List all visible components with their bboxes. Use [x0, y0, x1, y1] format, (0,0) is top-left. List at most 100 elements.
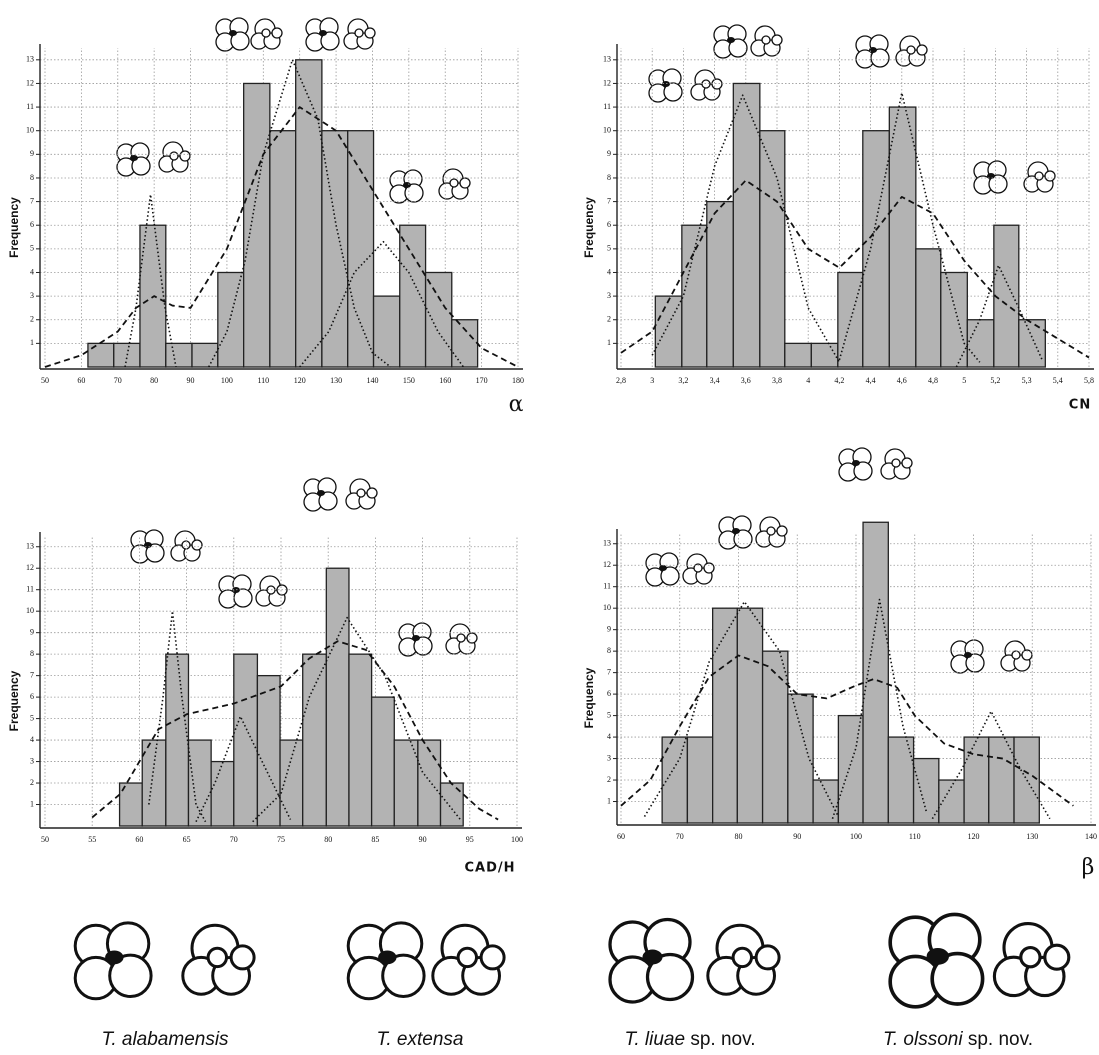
bar — [811, 343, 838, 367]
y-tick-label: 6 — [30, 220, 34, 229]
x-tick-label: 50 — [41, 835, 49, 844]
y-tick-label: 10 — [603, 603, 611, 612]
bar — [682, 225, 707, 367]
foram-icon — [756, 517, 787, 547]
foram-icon — [306, 18, 339, 51]
species-suffix: sp. nov. — [968, 1029, 1033, 1050]
x-tick-label: 60 — [617, 832, 625, 841]
y-tick-label: 8 — [30, 649, 34, 658]
x-tick-label: 4,6 — [897, 376, 907, 385]
x-axis-label: CN — [1069, 398, 1091, 413]
y-tick-label: 12 — [26, 563, 34, 572]
bar — [349, 654, 372, 826]
bar — [142, 740, 166, 826]
y-tick-label: 13 — [603, 55, 611, 64]
x-tick-label: 90 — [793, 832, 801, 841]
x-tick-label: 50 — [41, 376, 49, 385]
y-tick-label: 6 — [607, 689, 611, 698]
foram-icon — [117, 143, 150, 176]
y-tick-label: 11 — [603, 582, 611, 591]
y-tick-label: 11 — [26, 585, 34, 594]
y-tick-label: 2 — [30, 315, 34, 324]
foram-icon — [683, 554, 714, 584]
chart: 5060708090100110120130140150160170180123… — [7, 44, 524, 417]
page: {"chart_data":[ {"type":"histogram","yla… — [0, 0, 1099, 1055]
x-tick-label: 160 — [439, 376, 451, 385]
foram-icon — [646, 553, 679, 586]
bar — [303, 654, 327, 826]
y-tick-label: 9 — [30, 149, 34, 158]
y-tick-label: 9 — [30, 627, 34, 636]
figure: T. alabamensis T. extensa T. liuae sp. n… — [0, 0, 1099, 1055]
species-label: T. extensa — [377, 1029, 464, 1050]
foram-icon — [344, 19, 375, 49]
y-tick-label: 10 — [603, 126, 611, 135]
x-tick-label: 100 — [221, 376, 233, 385]
y-tick-label: 6 — [30, 692, 34, 701]
y-tick-label: 5 — [607, 244, 611, 253]
bar — [257, 676, 280, 826]
x-tick-label: 95 — [466, 835, 474, 844]
x-tick-label: 70 — [676, 832, 684, 841]
bar — [166, 654, 189, 826]
foram-icon — [346, 479, 377, 509]
bar — [916, 249, 941, 367]
foram-large — [183, 925, 254, 994]
y-tick-label: 7 — [30, 670, 34, 679]
x-tick-label: 4 — [806, 376, 810, 385]
bar — [280, 740, 303, 826]
species-suffix: sp. nov. — [690, 1029, 755, 1050]
bar — [838, 272, 863, 367]
y-tick-label: 3 — [607, 753, 611, 762]
bar — [326, 568, 349, 826]
y-tick-label: 10 — [26, 606, 34, 615]
x-tick-label: 5 — [962, 376, 966, 385]
y-tick-label: 5 — [30, 713, 34, 722]
x-tick-label: 120 — [968, 832, 980, 841]
foram-icon — [714, 25, 747, 58]
x-tick-label: 85 — [371, 835, 379, 844]
y-tick-label: 1 — [30, 799, 34, 808]
foram-icon — [1024, 162, 1055, 192]
x-tick-label: 80 — [150, 376, 158, 385]
y-tick-label: 12 — [26, 78, 34, 87]
y-tick-label: 2 — [607, 775, 611, 784]
bar — [914, 759, 939, 823]
y-tick-label: 13 — [603, 539, 611, 548]
y-tick-label: 2 — [607, 315, 611, 324]
bar — [348, 131, 374, 367]
x-tick-label: 75 — [277, 835, 285, 844]
x-tick-label: 140 — [366, 376, 378, 385]
y-tick-label: 4 — [607, 267, 611, 276]
bar — [244, 83, 270, 367]
species-name: T. extensa — [377, 1029, 464, 1050]
x-tick-label: 4,8 — [928, 376, 938, 385]
foram-large — [348, 923, 424, 999]
y-axis-label: Frequency — [582, 667, 596, 728]
x-tick-label: 5,3 — [1022, 376, 1032, 385]
y-tick-label: 3 — [30, 291, 34, 300]
y-tick-label: 3 — [30, 756, 34, 765]
x-tick-label: 3,8 — [772, 376, 782, 385]
bar — [114, 343, 140, 367]
foram-icon — [251, 19, 282, 49]
y-tick-label: 13 — [26, 55, 34, 64]
bar — [888, 737, 913, 823]
bar — [687, 737, 712, 823]
x-tick-label: 130 — [330, 376, 342, 385]
bar — [941, 272, 968, 367]
y-tick-label: 11 — [603, 102, 611, 111]
y-tick-label: 9 — [607, 149, 611, 158]
x-tick-label: 4,2 — [834, 376, 844, 385]
foram-icon — [159, 142, 190, 172]
bar — [372, 697, 395, 826]
x-tick-label: 5,2 — [990, 376, 1000, 385]
x-tick-label: 5,4 — [1053, 376, 1063, 385]
x-tick-label: 55 — [88, 835, 96, 844]
bar — [813, 780, 838, 823]
bar — [234, 654, 258, 826]
x-tick-label: 3 — [650, 376, 654, 385]
species-label: T. liuae sp. nov. — [625, 1029, 756, 1050]
y-tick-label: 12 — [603, 78, 611, 87]
x-tick-label: 90 — [187, 376, 195, 385]
